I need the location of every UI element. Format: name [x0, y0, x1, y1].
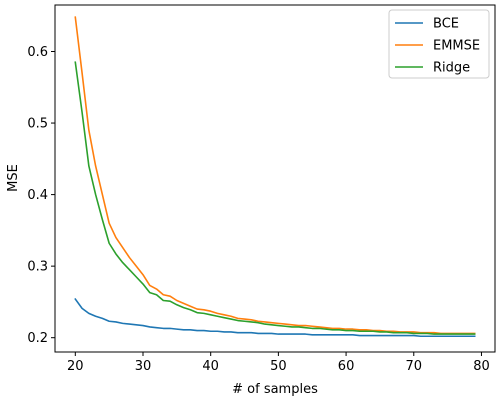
legend-box	[388, 9, 490, 79]
y-tick-label: 0.4	[27, 188, 48, 203]
series-line-bce	[74, 297, 476, 338]
legend-label-emmse: EMMSE	[433, 39, 480, 54]
series-line-emmse	[74, 16, 476, 335]
x-tick-label: 30	[135, 359, 152, 374]
x-tick-label: 80	[473, 359, 490, 374]
y-tick-label: 0.3	[27, 260, 48, 275]
legend: BCE EMMSE Ridge	[388, 9, 490, 79]
x-tick-label: 70	[405, 359, 422, 374]
y-axis-label: MSE	[6, 164, 21, 192]
plot-frame	[54, 4, 496, 353]
series-layer	[74, 16, 476, 338]
ticks-layer: 20 30 40 50 60 70 80 0.2 0.3 0.4 0.5 0.6	[27, 45, 489, 374]
y-tick-label: 0.2	[27, 331, 48, 346]
x-tick-label: 40	[202, 359, 219, 374]
x-tick-label: 20	[67, 359, 84, 374]
legend-label-ridge: Ridge	[433, 61, 470, 76]
legend-label-bce: BCE	[433, 17, 459, 32]
series-line-ridge	[74, 61, 476, 335]
y-tick-label: 0.6	[27, 45, 48, 60]
x-tick-label: 50	[270, 359, 287, 374]
x-tick-label: 60	[338, 359, 355, 374]
y-tick-label: 0.5	[27, 117, 48, 132]
x-axis-label: # of samples	[232, 382, 318, 397]
